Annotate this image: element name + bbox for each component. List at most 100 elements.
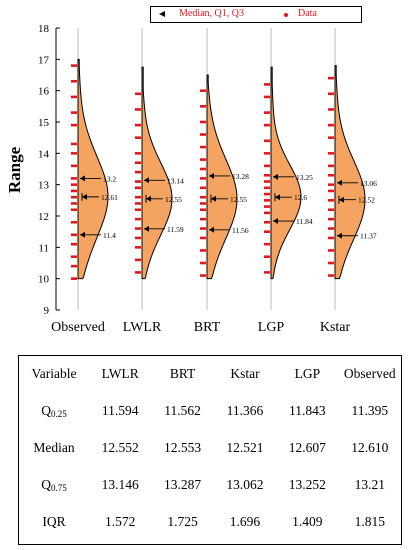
data-point	[71, 208, 77, 212]
median-value-label: 12.61	[101, 193, 118, 202]
data-point	[200, 89, 206, 92]
axes	[55, 27, 60, 311]
q1-marker-icon	[80, 231, 85, 238]
statistics-table-box: Variable LWLR BRT Kstar LGP Observed Q0.…	[18, 355, 402, 545]
data-point	[200, 167, 206, 171]
data-point	[264, 123, 270, 127]
data-point	[328, 199, 334, 202]
x-tick-label: LWLR	[123, 320, 162, 335]
data-point	[135, 123, 141, 127]
y-tick-labels: 9 10 11 12 13 14 15 16 17 18	[38, 23, 50, 317]
data-point	[71, 123, 77, 127]
table-cell: 11.562	[164, 402, 201, 418]
violin-chart: 13.2 12.61 11.4 13.14 12.55 11.59 13.28 12.55 11…	[5, 23, 377, 335]
data-point	[135, 92, 141, 96]
table-header-row: Variable LWLR BRT Kstar LGP Observed	[19, 356, 401, 392]
data-point	[264, 111, 270, 114]
x-tick-label: Kstar	[320, 320, 351, 335]
table-cell: 13.252	[288, 476, 326, 492]
table-row-median: Median 12.552 12.553 12.521 12.607 12.61…	[19, 429, 401, 466]
data-point	[328, 123, 334, 127]
data-point	[200, 274, 206, 277]
q3-marker-icon	[209, 172, 214, 179]
data-point	[71, 177, 77, 180]
violin-observed	[77, 58, 109, 280]
table-cell: 1.572	[105, 513, 136, 529]
median-marker-icon	[339, 196, 344, 203]
data-point	[200, 202, 206, 205]
table-cell: 1.409	[292, 513, 323, 529]
data-point	[71, 195, 77, 199]
data-point	[328, 261, 334, 265]
data-point	[264, 199, 270, 202]
table-cell: 12.553	[164, 439, 202, 455]
violin-lwlr	[141, 66, 173, 280]
data-point	[135, 186, 141, 190]
data-point	[328, 152, 334, 155]
header-lgp: LGP	[294, 366, 321, 381]
data-point	[264, 164, 270, 168]
data-point	[328, 208, 334, 212]
table-cell: 12.610	[351, 439, 389, 455]
data-point	[264, 220, 270, 224]
data-point	[71, 233, 77, 237]
data-point	[264, 139, 270, 143]
data-point	[71, 189, 77, 193]
data-point	[135, 108, 141, 111]
table-cell: 1.696	[229, 513, 261, 529]
data-point	[71, 64, 77, 67]
y-axis-title: Range	[5, 146, 24, 193]
data-point	[135, 236, 141, 240]
median-value-label: 12.55	[165, 195, 182, 204]
table-cell: 13.287	[164, 476, 202, 492]
table-cell: 1.725	[167, 513, 198, 529]
q1-marker-icon	[209, 226, 214, 233]
data-point	[135, 208, 141, 212]
table-cell: 13.21	[354, 476, 385, 492]
table-cell: 11.366	[226, 402, 264, 418]
q1-marker-icon	[337, 232, 342, 239]
y-tick-label: 15	[38, 117, 50, 129]
median-marker-icon	[211, 195, 216, 202]
data-point	[328, 92, 334, 96]
data-point	[200, 120, 206, 124]
violin-kstar	[334, 65, 366, 280]
data-point	[328, 274, 334, 277]
data-point	[135, 170, 141, 174]
table-cell: 12.607	[288, 439, 326, 455]
header-brt: BRT	[169, 366, 196, 381]
data-point	[264, 192, 270, 196]
legend-data-label: Data	[298, 8, 317, 19]
table-row-iqr: IQR 1.572 1.725 1.696 1.409 1.815	[19, 503, 401, 540]
y-tick-label: 16	[38, 86, 50, 98]
table-cell: 11.395	[351, 402, 389, 418]
data-point	[264, 271, 270, 274]
data-point	[135, 136, 141, 139]
data-point	[71, 220, 77, 224]
q3-marker-icon	[273, 173, 278, 180]
data-point	[200, 217, 206, 221]
row-label-q025: Q0.25	[41, 402, 67, 419]
median-marker-icon	[82, 193, 87, 200]
header-variable: Variable	[31, 366, 77, 381]
data-point	[135, 217, 141, 221]
header-observed: Observed	[343, 366, 396, 381]
q3-value-label: 13.28	[232, 172, 249, 181]
q3-value-label: 13.14	[167, 176, 184, 185]
table-cell: 11.843	[289, 402, 326, 418]
table-row-q025: Q0.25 11.594 11.562 11.366 11.843 11.395	[19, 392, 401, 429]
y-tick-label: 14	[38, 148, 50, 160]
y-tick-label: 11	[38, 242, 49, 254]
q1-value-label: 11.59	[167, 225, 184, 234]
table-cell: 13.146	[101, 476, 139, 492]
data-point	[328, 249, 334, 252]
data-point	[200, 227, 206, 230]
median-marker-icon	[159, 11, 165, 17]
table-cell: 13.062	[226, 476, 264, 492]
data-point	[71, 79, 77, 83]
q1-value-label: 11.4	[103, 231, 116, 240]
row-label-q075: Q0.75	[41, 476, 67, 493]
data-point	[71, 164, 77, 168]
median-value-label: 12.52	[358, 196, 375, 205]
q1-value-label: 11.37	[360, 232, 377, 241]
